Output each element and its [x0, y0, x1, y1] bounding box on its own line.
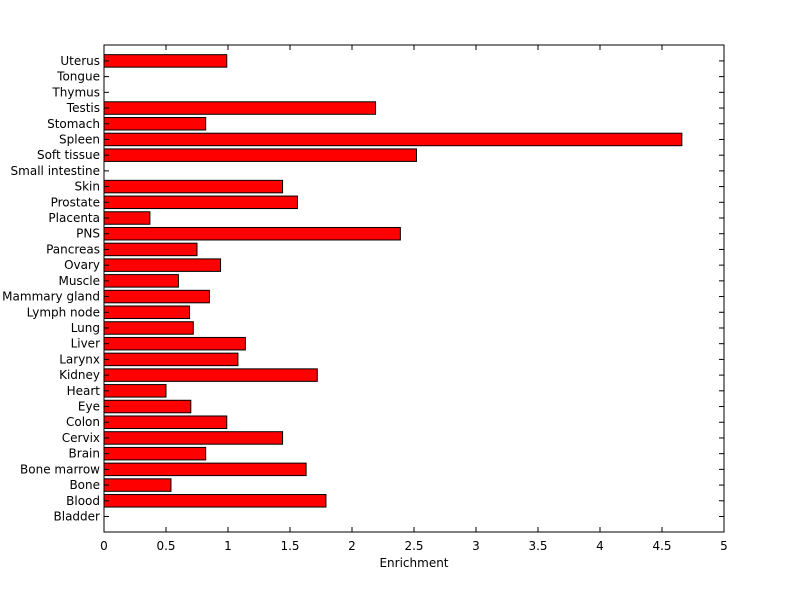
bar: [103, 274, 179, 288]
bar: [103, 494, 327, 508]
bar: [103, 384, 167, 398]
x-tick-labels: 0 0.5 1 1.5 2 2.5 3 3.5 4 4.5 5: [100, 539, 728, 553]
y-tick-label: PNS: [76, 227, 100, 241]
bar: [103, 117, 207, 131]
y-tick-label: Larynx: [59, 352, 100, 366]
y-tick-label: Small intestine: [11, 164, 100, 178]
y-tick-label: Heart: [67, 384, 101, 398]
y-tick-label: Eye: [78, 400, 100, 414]
bar: [103, 195, 298, 210]
y-tick-label: Muscle: [58, 274, 100, 288]
bar: [103, 148, 417, 162]
x-tick-label: 0.5: [156, 539, 175, 553]
bar: [103, 289, 210, 304]
y-tick-label: Lymph node: [27, 305, 100, 319]
y-tick-label: Ovary: [64, 258, 100, 272]
y-tick-label: Testis: [66, 101, 100, 115]
y-tick-label: Uterus: [60, 54, 100, 68]
bar: [103, 431, 284, 445]
y-tick-label: Stomach: [47, 117, 100, 131]
x-tick-label: 1.5: [280, 539, 299, 553]
ticks-group: [103, 45, 725, 532]
y-tick-label: Bladder: [54, 510, 101, 524]
bar: [103, 179, 284, 194]
x-tick-label: 2: [348, 539, 356, 553]
bar: [103, 399, 192, 414]
bar: [103, 336, 246, 351]
x-tick-label: 4: [596, 539, 604, 553]
bar: [103, 462, 307, 477]
y-tick-label: Liver: [71, 337, 101, 351]
y-tick-label: Blood: [66, 494, 100, 508]
bar: [103, 446, 207, 461]
x-tick-label: 4.5: [652, 539, 671, 553]
y-tick-label: Thymus: [51, 85, 100, 99]
bar: [103, 415, 228, 429]
bar: [103, 258, 222, 272]
y-tick-label: Cervix: [62, 431, 100, 445]
bar: [103, 211, 151, 225]
plot-frame: [103, 44, 725, 533]
bar: [103, 101, 377, 115]
y-tick-label: Placenta: [48, 211, 100, 225]
y-tick-label: Bone: [69, 478, 100, 492]
x-tick-label: 5: [720, 539, 728, 553]
bar: [103, 352, 239, 367]
bar: [103, 226, 401, 241]
bar: [103, 242, 198, 257]
x-tick-label: 0: [100, 539, 108, 553]
x-tick-label: 1: [224, 539, 232, 553]
y-tick-label: Prostate: [51, 195, 100, 209]
y-tick-label: Kidney: [59, 368, 100, 382]
y-tick-label: Brain: [69, 447, 100, 461]
y-tick-label: Colon: [66, 415, 100, 429]
y-tick-label: Pancreas: [46, 242, 100, 256]
x-tick-label: 3: [472, 539, 480, 553]
bar: [103, 321, 194, 335]
plot-area: [104, 45, 724, 532]
bar: [103, 478, 172, 492]
bar: [103, 132, 683, 147]
y-tick-label: Lung: [71, 321, 100, 335]
bar: [103, 368, 318, 382]
bar: [103, 305, 191, 320]
bar: [103, 54, 228, 68]
y-tick-label: Mammary gland: [2, 290, 100, 304]
x-axis-label: Enrichment: [379, 556, 448, 570]
y-tick-label: Soft tissue: [37, 148, 100, 162]
y-tick-label: Skin: [74, 180, 100, 194]
y-tick-label: Bone marrow: [20, 462, 100, 476]
y-tick-label: Tongue: [56, 70, 100, 84]
x-tick-label: 3.5: [528, 539, 547, 553]
y-tick-label: Spleen: [59, 132, 100, 146]
x-tick-label: 2.5: [404, 539, 423, 553]
